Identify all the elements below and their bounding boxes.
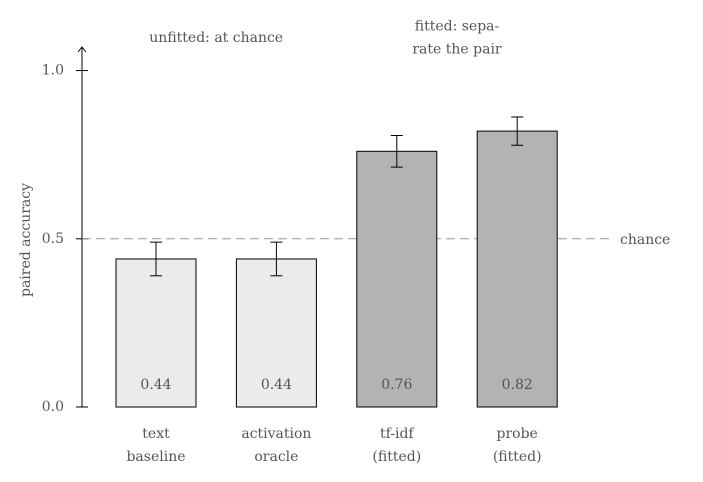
chance-label: chance [620,232,670,248]
x-tick-line: text [142,426,170,442]
error-bar [150,241,162,277]
value-label: 0.76 [381,377,412,393]
y-tick-label: 0.0 [42,399,64,415]
x-tick-line: baseline [126,449,185,465]
value-label: 0.44 [261,377,292,393]
error-bar [390,134,403,168]
axis-arrow [77,46,87,53]
bar [235,258,317,408]
x-tick-line: tf-idf [380,426,415,442]
x-tick-label: probe (fitted) [493,426,542,465]
error-bar [270,241,283,277]
x-tick-label: activation oracle [241,426,311,465]
x-tick-line: probe [497,426,538,442]
annotation: fitted: sepa- [415,19,500,35]
value-label: 0.44 [140,377,171,393]
bar [115,258,197,408]
bar [356,150,438,408]
y-axis-label: paired accuracy [18,183,34,297]
bar [476,130,558,408]
value-label: 0.82 [502,377,533,393]
x-tick-line: activation [241,426,311,442]
x-tick-line: oracle [254,449,298,465]
y-tick-label: 1.0 [42,63,64,79]
annotation: rate the pair [412,42,502,58]
x-tick-line: (fitted) [372,449,421,465]
x-tick-label: text baseline [126,426,185,465]
x-tick-line: (fitted) [493,449,542,465]
y-tick-label: 0.5 [42,231,64,247]
x-tick-label: tf-idf (fitted) [372,426,421,465]
annotation: unfitted: at chance [149,30,283,46]
error-bar [511,116,524,146]
